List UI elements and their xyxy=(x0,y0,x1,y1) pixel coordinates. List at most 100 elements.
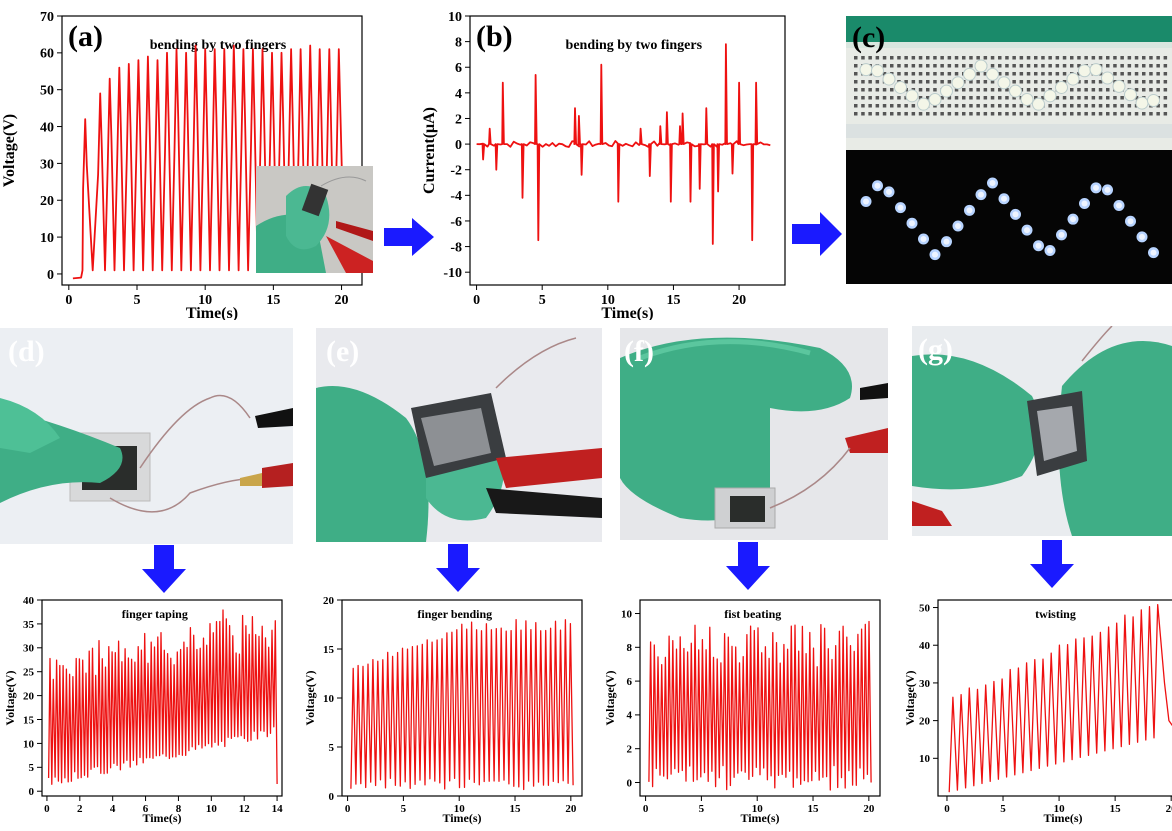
y-tick-label: 0 xyxy=(29,786,35,798)
led-icon xyxy=(905,89,919,103)
led-glow xyxy=(1047,247,1053,254)
breadboard-hole xyxy=(1106,96,1110,100)
breadboard-hole xyxy=(947,72,952,76)
breadboard-hole xyxy=(954,64,959,68)
y-tick-label: 30 xyxy=(40,157,54,172)
breadboard-hole xyxy=(1005,104,1009,108)
breadboard-hole xyxy=(1034,112,1038,116)
x-tick-label: 5 xyxy=(699,803,705,815)
photo-c-led-array: (c) xyxy=(846,16,1172,284)
breadboard-hole xyxy=(947,96,952,100)
breadboard-hole xyxy=(1098,112,1103,116)
breadboard-hole xyxy=(1127,72,1132,76)
x-tick-label: 5 xyxy=(134,293,141,308)
x-tick-label: 5 xyxy=(539,293,546,308)
series-line xyxy=(350,619,574,791)
breadboard-hole xyxy=(1142,56,1146,60)
x-tick-label: 15 xyxy=(808,803,820,815)
breadboard-hole xyxy=(1048,104,1052,108)
breadboard-hole xyxy=(911,104,916,108)
led-glow xyxy=(932,251,938,258)
led-glow xyxy=(978,191,984,198)
breadboard-hole xyxy=(998,104,1002,108)
breadboard-hole xyxy=(940,56,944,60)
breadboard-hole xyxy=(1041,72,1045,76)
y-tick-label: 5 xyxy=(29,762,35,774)
breadboard-hole xyxy=(1034,80,1038,84)
x-tick-label: 20 xyxy=(863,803,875,815)
breadboard-hole xyxy=(947,80,952,84)
x-tick-label: 6 xyxy=(143,803,149,815)
led-icon xyxy=(951,76,965,90)
breadboard-hole xyxy=(918,88,923,92)
breadboard-hole xyxy=(854,96,858,100)
breadboard-hole xyxy=(1019,56,1024,60)
breadboard-hole xyxy=(1084,96,1088,100)
x-tick-label: 0 xyxy=(65,293,72,308)
breadboard-hole xyxy=(875,88,880,92)
y-axis-label: Voltage(V) xyxy=(303,671,317,726)
breadboard-hole xyxy=(1163,96,1168,100)
x-tick-label: 20 xyxy=(565,803,577,815)
breadboard-hole xyxy=(1005,96,1009,100)
breadboard-hole xyxy=(1019,72,1024,76)
breadboard-hole xyxy=(1012,112,1016,116)
breadboard-hole xyxy=(962,104,966,108)
right-arrow-icon xyxy=(792,212,844,256)
breadboard-hole xyxy=(976,80,980,84)
y-tick-label: 10 xyxy=(621,608,633,620)
breadboard-hole xyxy=(882,64,887,68)
breadboard-hole xyxy=(918,112,923,116)
breadboard-hole xyxy=(1034,72,1038,76)
breadboard-hole xyxy=(1012,64,1016,68)
inset-photo-a xyxy=(256,166,373,273)
led-glow xyxy=(886,188,892,195)
breadboard-hole xyxy=(940,64,944,68)
breadboard-hole xyxy=(1055,96,1060,100)
breadboard-hole xyxy=(1127,112,1132,116)
plot-frame xyxy=(937,599,1172,797)
breadboard-hole xyxy=(947,56,952,60)
panel-label: (b) xyxy=(476,20,513,53)
x-tick-label: 2 xyxy=(77,803,83,815)
breadboard-hole xyxy=(998,72,1002,76)
photo-f-fist-beating: (f) xyxy=(620,328,888,540)
down-arrow-icon xyxy=(1030,540,1074,588)
breadboard-hole xyxy=(1149,56,1153,60)
breadboard-hole xyxy=(1026,80,1031,84)
breadboard-hole xyxy=(1163,72,1168,76)
led-icon xyxy=(1101,71,1114,85)
breadboard-hole xyxy=(1070,88,1074,92)
led-icon xyxy=(1135,96,1149,110)
down-arrow-icon xyxy=(436,544,480,592)
led-icon xyxy=(928,92,942,106)
breadboard-hole xyxy=(1055,112,1060,116)
breadboard-hole xyxy=(998,56,1002,60)
breadboard-hole xyxy=(969,104,973,108)
y-tick-label: 40 xyxy=(919,640,931,652)
breadboard-hole xyxy=(1041,96,1045,100)
breadboard-hole xyxy=(1084,80,1088,84)
x-tick-label: 20 xyxy=(732,293,746,308)
breadboard-hole xyxy=(1127,56,1132,60)
breadboard-hole xyxy=(1106,88,1110,92)
chart-a: 0 5 10 15 20 0 10 20 30 40 50 60 70 Time(s) Voltage(V)… xyxy=(1,10,363,320)
breadboard-hole xyxy=(1098,80,1103,84)
breadboard-hole xyxy=(1120,56,1124,60)
breadboard-hole xyxy=(1156,104,1160,108)
x-tick-label: 10 xyxy=(206,803,218,815)
chart-e: 0 5 10 15 20 0 5 10 15 20 Time(s) Voltage(V) finger … xyxy=(303,595,583,825)
led-icon xyxy=(1147,94,1160,108)
breadboard-hole xyxy=(976,72,980,76)
series-line xyxy=(476,43,771,245)
breadboard-hole xyxy=(1070,64,1074,68)
breadboard-hole xyxy=(983,72,988,76)
breadboard-hole xyxy=(1149,80,1153,84)
breadboard-hole xyxy=(875,104,880,108)
x-axis-label: Time(s) xyxy=(142,811,181,825)
led-icon xyxy=(917,97,930,111)
photo-g-twisting: (g) xyxy=(912,326,1172,536)
breadboard-hole xyxy=(868,96,872,100)
breadboard-hole xyxy=(940,96,944,100)
breadboard-hole xyxy=(1113,112,1117,116)
